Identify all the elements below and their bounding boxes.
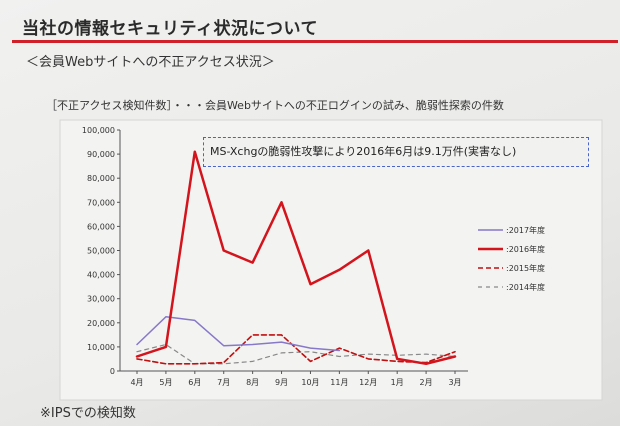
x-tick-label: 5月 (159, 378, 172, 387)
title-rule (12, 40, 618, 43)
footnote: ※IPSでの検知数 (40, 406, 136, 421)
chart-annotation: MS-Xchgの脆弱性攻撃により2016年6月は9.1万件(実害なし) (203, 137, 589, 167)
series-line (136, 334, 456, 365)
x-tick-label: 3月 (448, 378, 461, 387)
y-tick-label: 100,000 (82, 126, 115, 135)
y-tick-label: 40,000 (87, 271, 115, 280)
y-tick-label: 50,000 (87, 247, 115, 256)
y-tick-label: 0 (110, 367, 115, 376)
y-tick-label: 20,000 (87, 319, 115, 328)
section-subtitle: ＜会員Webサイトへの不正アクセス状況＞ (26, 55, 275, 70)
x-tick-label: 11月 (330, 378, 348, 387)
x-tick-label: 8月 (246, 378, 259, 387)
series-line (136, 343, 456, 365)
y-tick-label: 30,000 (87, 295, 115, 304)
x-tick-label: 9月 (275, 378, 288, 387)
y-tick-label: 10,000 (87, 343, 115, 352)
legend-entry: :2017年度 (506, 225, 545, 235)
x-tick-label: 7月 (217, 378, 230, 387)
legend-entry: :2016年度 (506, 244, 545, 254)
page-title: 当社の情報セキュリティ状況について (22, 19, 318, 39)
x-tick-label: 12月 (359, 378, 377, 387)
x-tick-label: 2月 (420, 378, 433, 387)
x-tick-label: 1月 (391, 378, 404, 387)
series-layer (135, 150, 457, 366)
x-tick-label: 6月 (188, 378, 201, 387)
x-tick-label: 4月 (130, 378, 143, 387)
y-tick-label: 80,000 (87, 174, 115, 183)
y-tick-label: 70,000 (87, 198, 115, 207)
legend-entry: :2015年度 (506, 263, 545, 273)
legend-entry: :2014年度 (506, 282, 545, 292)
y-tick-label: 60,000 (87, 222, 115, 231)
chart-axes: 0 10,000 20,000 30,000 40,000 50,000 60,000 70,… (82, 126, 468, 387)
chart-description: ［不正アクセス検知件数］・・・会員Webサイトへの不正ログインの試み、脆弱性探索… (46, 99, 504, 112)
y-tick-label: 90,000 (87, 150, 115, 159)
series-line (135, 150, 457, 366)
chart-legend: :2017年度 :2016年度 :2015年度 :2014年度 (478, 225, 545, 292)
x-tick-label: 10月 (301, 378, 319, 387)
